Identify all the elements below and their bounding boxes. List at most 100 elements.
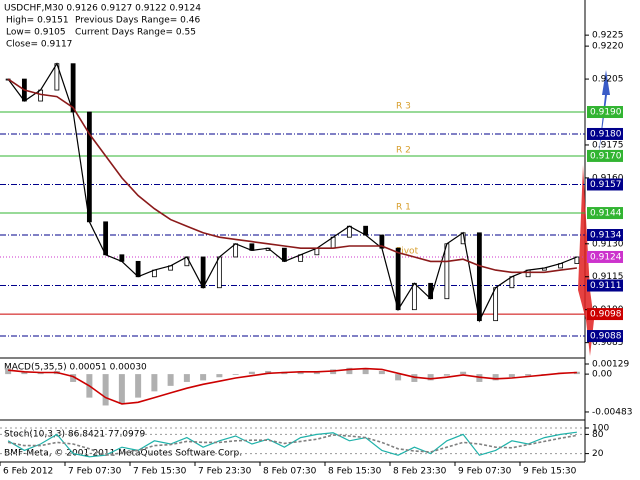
- level-badge: [587, 149, 623, 162]
- pivot-name: R 2: [396, 145, 411, 155]
- candle: [428, 282, 434, 300]
- histogram-bar: [297, 371, 304, 375]
- histogram-bar: [492, 374, 499, 381]
- level-badge: [587, 279, 623, 292]
- y-tick-label: 0.00129: [592, 359, 629, 369]
- x-tick-label: 6 Feb 2012: [3, 467, 53, 477]
- x-tick-label: 8 Feb 15:30: [328, 467, 382, 477]
- candle: [444, 243, 450, 300]
- histogram-bar: [135, 374, 142, 398]
- series-line: [7, 62, 578, 323]
- histogram-bar: [525, 374, 532, 376]
- y-tick-label: 0.9130: [592, 239, 624, 249]
- level-label: 0.9180: [590, 129, 622, 139]
- histogram-bar: [476, 374, 483, 382]
- info: Close= 0.9117: [6, 40, 72, 50]
- level-badge: [587, 106, 623, 119]
- histogram-bar: [411, 374, 418, 382]
- candle: [411, 282, 417, 311]
- histogram-bar: [346, 367, 353, 375]
- histogram-bar: [102, 374, 109, 406]
- y-tick-label: 0.9160: [592, 173, 624, 183]
- series-line: [7, 431, 577, 458]
- candle: [493, 287, 499, 322]
- candle: [281, 247, 287, 262]
- level-badge: [587, 250, 623, 263]
- level-label: 0.9190: [590, 108, 622, 118]
- pivot-name: R 3: [396, 102, 411, 112]
- series-line: [7, 434, 578, 457]
- candle: [200, 256, 206, 289]
- x-tick-label: 9 Feb 07:30: [458, 467, 512, 477]
- histogram-bar: [232, 374, 239, 375]
- candle: [476, 232, 482, 322]
- info: High= 0.9151: [6, 16, 69, 26]
- candle: [395, 247, 401, 311]
- histogram-bar: [443, 374, 450, 376]
- histogram-bar: [151, 374, 158, 392]
- stoch-title: Stoch(10,3,3) 86.8421 77.0979: [4, 430, 145, 440]
- level-label: 0.9098: [590, 310, 622, 320]
- x-tick-label: 7 Feb 07:30: [68, 467, 122, 477]
- candle: [103, 221, 109, 256]
- info: Low= 0.9105: [6, 28, 66, 38]
- level-badge: [587, 127, 623, 140]
- chart-title: USDCHF,M30 0.9126 0.9127 0.9122 0.9124: [4, 4, 201, 14]
- histogram-bar: [395, 374, 402, 381]
- histogram-bar: [183, 374, 190, 382]
- y-tick-label: 100: [592, 424, 609, 434]
- level-label: 0.9170: [590, 151, 622, 161]
- candle: [86, 111, 92, 223]
- x-tick-label: 9 Feb 15:30: [523, 467, 577, 477]
- y-tick-label: 0.9220: [592, 42, 624, 52]
- histogram-bar: [362, 368, 369, 375]
- histogram-bar: [167, 374, 174, 386]
- level-badge: [587, 229, 623, 242]
- level-badge: [587, 207, 623, 220]
- histogram-bar: [508, 374, 515, 378]
- level-label: 0.9134: [590, 231, 622, 241]
- histogram-bar: [200, 374, 207, 381]
- level-badge: [587, 308, 623, 321]
- pivot-name: R 1: [396, 203, 411, 213]
- x-tick-label: 8 Feb 23:30: [393, 467, 447, 477]
- x-tick-label: 7 Feb 23:30: [198, 467, 252, 477]
- histogram-bar: [248, 371, 255, 375]
- level-badge: [587, 330, 623, 343]
- y-tick-label: 20: [592, 449, 604, 459]
- y-tick-label: -0.00483: [592, 407, 632, 417]
- y-tick-label: 0.9175: [592, 140, 624, 150]
- histogram-bar: [37, 372, 44, 375]
- level-label: 0.9157: [590, 180, 622, 190]
- x-tick-label: 7 Feb 15:30: [133, 467, 187, 477]
- x-tick-label: 8 Feb 07:30: [263, 467, 317, 477]
- histogram-bar: [427, 374, 434, 381]
- y-tick-label: 0.00: [592, 370, 612, 380]
- level-badge: [587, 178, 623, 191]
- candle: [233, 243, 239, 258]
- histogram-bar: [216, 374, 223, 378]
- y-tick-label: 80: [592, 430, 604, 440]
- histogram-bar: [118, 374, 125, 404]
- level-label: 0.9111: [590, 281, 622, 291]
- level-label: 0.9144: [590, 209, 622, 219]
- y-tick-label: 0.9205: [592, 75, 624, 85]
- level-label: 0.9124: [590, 252, 622, 262]
- candle: [135, 260, 141, 278]
- candle: [70, 63, 76, 113]
- histogram-bar: [378, 370, 385, 375]
- info: Current Days Range= 0.55: [75, 28, 196, 38]
- macd-title: MACD(5,35,5) 0.00051 0.00030: [4, 363, 147, 373]
- histogram-bar: [460, 371, 467, 375]
- series-line: [7, 78, 578, 274]
- pivot-name: Pivot: [396, 246, 419, 256]
- level-label: 0.9088: [590, 332, 622, 342]
- candle: [216, 256, 222, 289]
- series-line: [8, 367, 577, 405]
- info: Previous Days Range= 0.46: [75, 16, 200, 26]
- histogram-bar: [21, 371, 28, 375]
- y-tick-label: 0.9085: [592, 338, 624, 348]
- y-tick-label: 0.9115: [592, 272, 624, 282]
